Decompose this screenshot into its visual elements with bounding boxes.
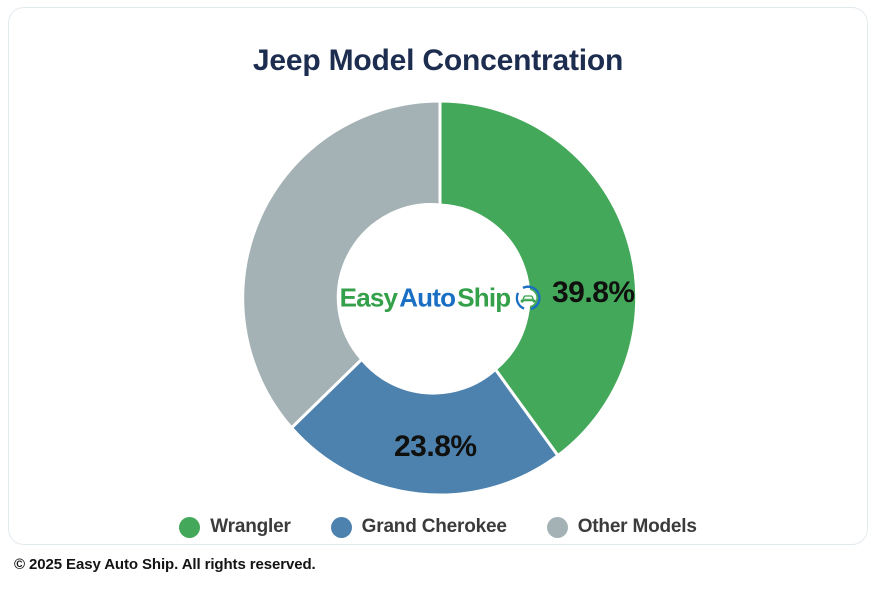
legend-label-grand-cherokee: Grand Cherokee: [361, 516, 507, 537]
donut-slice-grand-cherokee[interactable]: [289, 357, 560, 497]
slice-label-grand-cherokee: 23.8%: [394, 430, 477, 463]
slice-label-wrangler: 39.8%: [552, 276, 635, 309]
legend-label-wrangler: Wrangler: [210, 516, 291, 537]
chart-card: Jeep Model Concentration 39.8% 23.8% Eas…: [8, 7, 868, 545]
donut-chart: 39.8% 23.8% Easy Auto Ship: [241, 99, 639, 497]
legend-item-other-models[interactable]: Other Models: [546, 516, 697, 538]
page-title: Jeep Model Concentration: [252, 44, 624, 77]
chart-legend: Wrangler Grand Cherokee Other Models: [9, 516, 867, 538]
copyright-footer: © 2025 Easy Auto Ship. All rights reserv…: [14, 556, 316, 573]
legend-swatch-other-models: [546, 516, 568, 538]
legend-item-wrangler[interactable]: Wrangler: [179, 516, 291, 538]
legend-swatch-wrangler: [179, 516, 201, 538]
legend-item-grand-cherokee[interactable]: Grand Cherokee: [330, 516, 507, 538]
donut-chart-svg: [241, 99, 639, 497]
legend-label-other-models: Other Models: [577, 516, 697, 537]
donut-slice-other-models[interactable]: [241, 99, 442, 430]
legend-swatch-grand-cherokee: [330, 516, 352, 538]
donut-slice-wrangler[interactable]: [438, 99, 639, 458]
